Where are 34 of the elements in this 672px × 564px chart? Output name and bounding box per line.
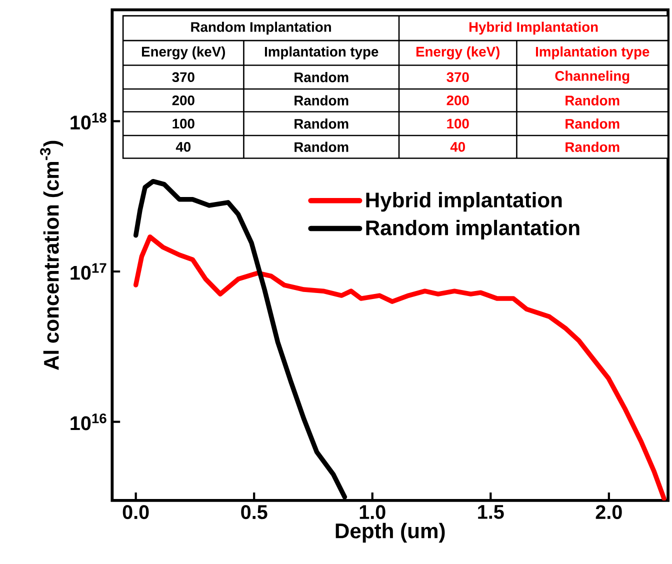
y-tick-label: 10$^{16}$ [70, 414, 106, 430]
annotation: 200 [172, 96, 194, 106]
y-tick-label: 10$^{17}$ [70, 263, 106, 280]
annotation: Random [294, 142, 348, 152]
annotation: Energy (keV) [416, 46, 500, 60]
annotation: Random [294, 118, 348, 129]
annotation: Random [294, 72, 348, 82]
annotation: 370 [172, 72, 194, 82]
annotation: 100 [172, 118, 194, 129]
x-axis-title: Depth (um) [336, 523, 445, 543]
annotation: Random [566, 118, 620, 129]
annotation: Implantation type [536, 46, 650, 60]
annotation: Hybrid Implantation [469, 22, 598, 35]
x-tick-label: 2.0 [596, 505, 622, 520]
annotation: Energy (keV) [142, 46, 225, 60]
x-tick-label: 1.0 [360, 505, 386, 520]
y-axis-title: Al concentration (cm$^{-3}$) [40, 140, 64, 370]
annotation: Random [566, 142, 620, 152]
annotation: 40 [450, 142, 465, 152]
y-tick-label: 10$^{18}$ [70, 112, 106, 130]
annotation: 40 [176, 142, 191, 152]
x-tick-label: 0.5 [241, 505, 268, 520]
annotation: 370 [446, 72, 469, 82]
annotation: Channeling [555, 70, 630, 84]
annotation: Random Implantation [191, 22, 331, 35]
x-tick-label: 1.5 [478, 505, 504, 520]
annotation: Implantation type [264, 46, 378, 60]
annotation: 200 [446, 96, 469, 106]
annotation: Random [294, 95, 348, 106]
annotation: 100 [447, 118, 469, 129]
annotation: Random [566, 95, 620, 106]
legend-label: Hybrid implantation [366, 192, 562, 212]
x-tick-label: 0.0 [122, 505, 149, 520]
legend-label: Random implantation [366, 220, 580, 240]
